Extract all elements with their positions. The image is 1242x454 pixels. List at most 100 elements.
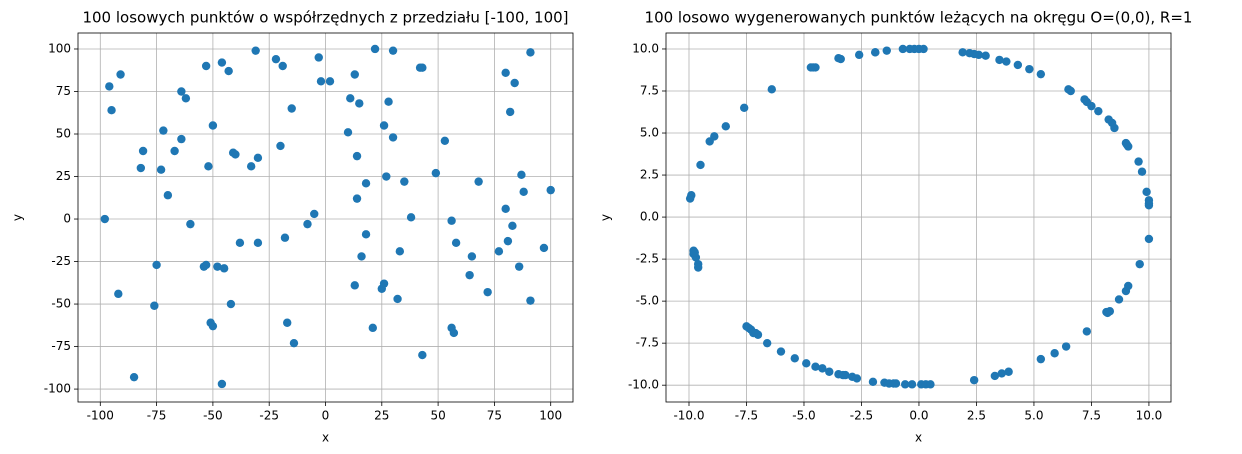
scatter-point xyxy=(891,379,901,388)
scatter-point xyxy=(271,54,281,64)
scatter-point xyxy=(762,338,772,348)
scatter-point xyxy=(494,247,504,256)
scatter-point xyxy=(177,134,186,144)
scatter-point xyxy=(310,209,319,219)
scatter-point xyxy=(898,44,908,54)
chart-title: 100 losowych punktów o współrzędnych z p… xyxy=(82,9,568,27)
x-tick-label: 0.0 xyxy=(909,409,928,423)
scatter-point xyxy=(505,107,515,117)
scatter-point xyxy=(251,46,260,55)
scatter-point xyxy=(990,371,1000,381)
scatter-point xyxy=(278,61,287,71)
y-tick-label: 50 xyxy=(56,127,71,141)
scatter-point xyxy=(357,252,366,261)
scatter-point xyxy=(1122,140,1132,149)
scatter-point xyxy=(871,48,880,57)
scatter-point xyxy=(418,350,427,360)
scatter-point xyxy=(159,126,168,135)
scatter-point xyxy=(693,263,703,272)
scatter-point xyxy=(287,104,296,113)
scatter-point xyxy=(1064,85,1073,94)
scatter-point xyxy=(116,70,125,79)
scatter-point xyxy=(246,162,256,171)
x-tick-label: 7.5 xyxy=(1082,409,1101,423)
scatter-point xyxy=(283,318,292,327)
scatter-point xyxy=(352,194,362,203)
scatter-point xyxy=(393,294,402,304)
scatter-point xyxy=(280,233,290,242)
scatter-point xyxy=(361,230,371,239)
scatter-point xyxy=(690,248,699,257)
y-tick-label: 0.0 xyxy=(640,210,659,224)
scatter-point xyxy=(186,219,195,229)
scatter-point xyxy=(526,48,535,57)
scatter-point xyxy=(235,238,245,248)
scatter-point xyxy=(526,296,535,305)
scatter-point xyxy=(181,94,191,103)
scatter-point xyxy=(100,214,109,224)
scatter-point xyxy=(882,46,891,55)
scatter-point xyxy=(696,160,705,170)
scatter-point xyxy=(224,66,233,76)
x-tick-label: 100 xyxy=(539,409,562,423)
x-tick-label: 50 xyxy=(430,409,445,423)
scatter-point xyxy=(152,260,161,270)
scatter-point xyxy=(1102,307,1111,317)
scatter-point xyxy=(217,379,227,389)
y-tick-label: 0 xyxy=(63,212,71,226)
scatter-point xyxy=(451,238,461,248)
y-tick-label: -25 xyxy=(51,254,71,268)
scatter-point xyxy=(431,168,441,178)
scatter-point xyxy=(802,359,811,368)
scatter-point xyxy=(790,354,799,363)
scatter-point xyxy=(316,77,326,86)
scatter-point xyxy=(449,328,459,338)
scatter-point xyxy=(343,128,353,137)
scatter-point xyxy=(1004,367,1013,376)
chart-title: 100 losowo wygenerowanych punktów leżący… xyxy=(645,9,1193,27)
scatter-point xyxy=(1144,196,1154,205)
scatter-point xyxy=(418,63,427,72)
scatter-point xyxy=(705,137,714,146)
scatter-point xyxy=(231,150,240,159)
x-tick-label: 0 xyxy=(322,409,330,423)
scatter-point xyxy=(685,194,695,203)
scatter-point xyxy=(838,370,848,380)
scatter-point xyxy=(517,170,526,180)
scatter-point xyxy=(1002,57,1011,66)
y-tick-label: -75 xyxy=(51,339,71,353)
y-tick-label: 7.5 xyxy=(640,83,659,97)
scatter-point xyxy=(501,68,510,77)
x-tick-label: -50 xyxy=(203,409,223,423)
scatter-point xyxy=(958,48,967,57)
scatter-point xyxy=(1142,187,1151,197)
scatter-point xyxy=(201,260,211,270)
scatter-point xyxy=(1114,295,1124,304)
scatter-point xyxy=(811,362,820,371)
x-tick-label: 25 xyxy=(374,409,389,423)
scatter-point xyxy=(352,151,362,161)
x-tick-label: 10.0 xyxy=(1136,409,1163,423)
scatter-point xyxy=(474,177,483,186)
scatter-point xyxy=(129,372,139,382)
scatter-point xyxy=(208,321,218,331)
x-tick-label: -2.5 xyxy=(850,409,873,423)
scatter-point xyxy=(981,51,990,60)
scatter-point xyxy=(253,153,263,163)
scatter-point xyxy=(204,162,213,171)
scatter-point xyxy=(749,328,758,338)
scatter-point xyxy=(346,94,355,103)
plot-frame xyxy=(665,32,1172,403)
scatter-point xyxy=(1082,327,1092,336)
scatter-point xyxy=(818,364,827,373)
x-tick-label: -5.0 xyxy=(792,409,815,423)
scatter-point xyxy=(177,87,186,96)
scatter-point xyxy=(395,247,405,256)
y-tick-label: -2.5 xyxy=(636,252,659,266)
scatter-point xyxy=(1144,234,1154,244)
scatter-point xyxy=(868,377,878,387)
scatter-point xyxy=(114,289,123,299)
x-tick-label: -10.0 xyxy=(673,409,704,423)
y-tick-label: 10.0 xyxy=(632,41,659,55)
scatter-point xyxy=(382,172,391,181)
